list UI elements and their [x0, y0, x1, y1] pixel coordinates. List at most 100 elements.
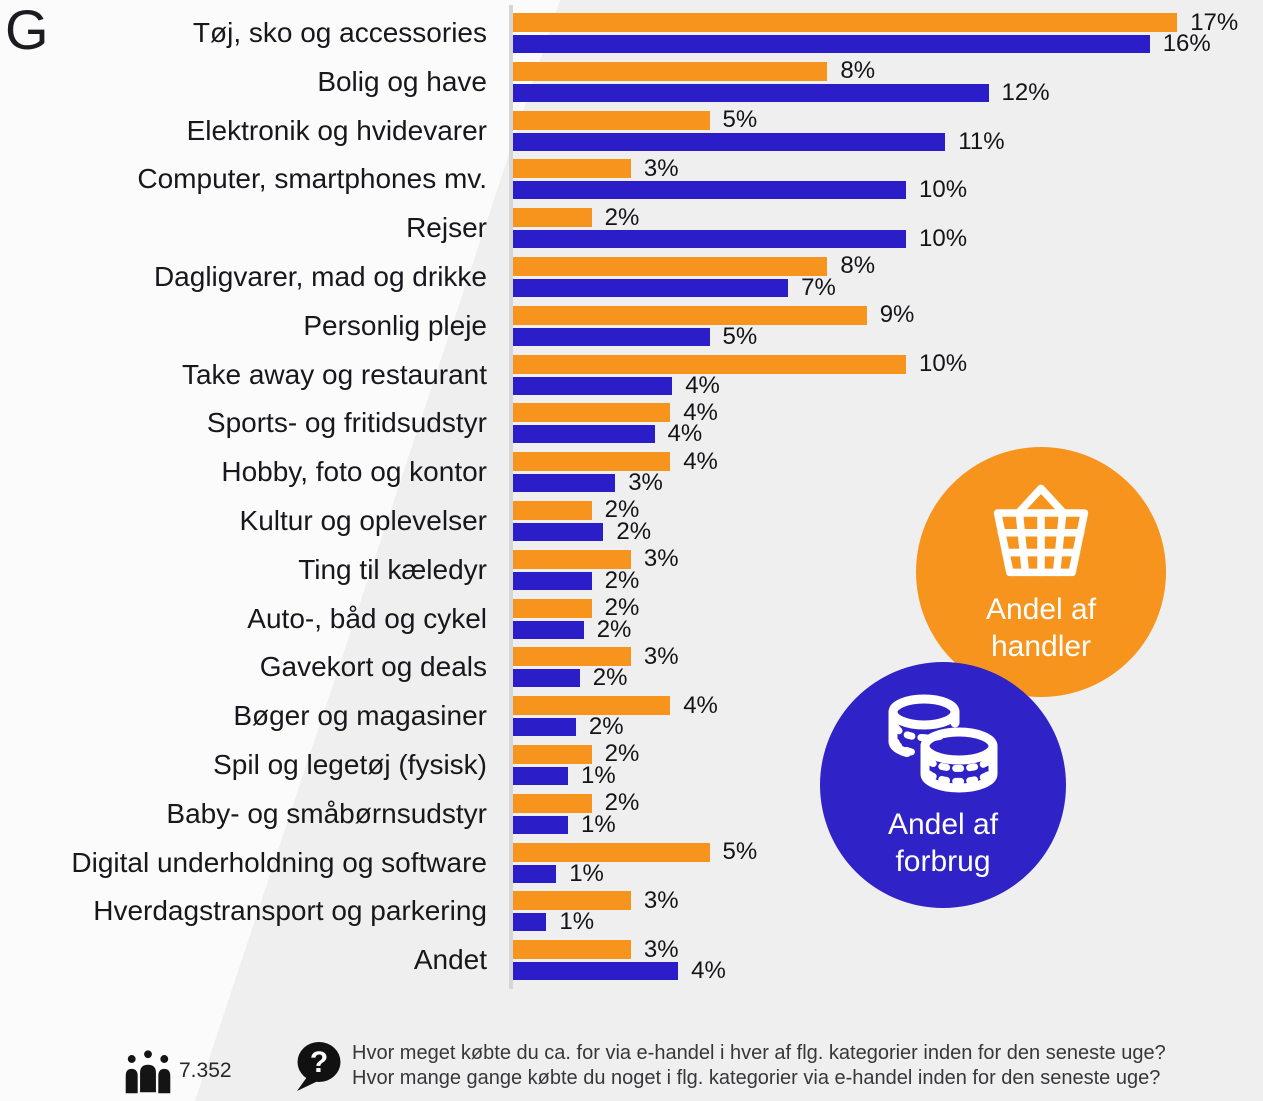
handler-value-label: 3%	[643, 886, 679, 914]
category-label: Elektronik og hvidevarer	[186, 114, 487, 146]
category-bars: 5% 1%	[487, 838, 757, 887]
handler-value-label: 5%	[722, 838, 758, 866]
handler-value-label: 2%	[604, 203, 640, 231]
forbrug-bar	[513, 962, 679, 981]
chart-row: Hverdagstransport og parkering 3% 1%	[0, 887, 1263, 940]
forbrug-bar-line: 1%	[513, 908, 679, 935]
forbrug-value-label: 16%	[1162, 30, 1211, 57]
legend-forbrug-badge: Andel af forbrug	[820, 662, 1066, 908]
handler-value-label: 3%	[643, 935, 679, 963]
respondents-people-icon	[125, 1048, 171, 1094]
forbrug-bar	[513, 376, 673, 395]
category-bars: 9% 5%	[487, 301, 914, 350]
handler-bar	[513, 549, 631, 569]
chart-row: Bøger og magasiner 4% 2%	[0, 692, 1263, 745]
forbrug-bar	[513, 132, 946, 151]
chart-row: Gavekort og deals 3% 2%	[0, 643, 1263, 696]
chart-row: Take away og restaurant 10% 4%	[0, 350, 1263, 404]
handler-value-label: 2%	[604, 740, 640, 768]
forbrug-bar	[513, 522, 604, 541]
chart-row: Hobby, foto og kontor 4% 3%	[0, 448, 1263, 501]
chart-row: Auto-, båd og cykel 2% 2%	[0, 594, 1263, 648]
forbrug-value-label: 3%	[628, 469, 663, 497]
handler-bar	[513, 940, 631, 960]
handler-value-label: 9%	[879, 301, 915, 329]
handler-value-label: 10%	[919, 350, 968, 378]
forbrug-bar-line: 10%	[513, 225, 967, 252]
handler-value-label: 3%	[643, 154, 679, 182]
forbrug-bar	[513, 913, 547, 932]
coins-icon	[888, 694, 998, 793]
category-bars: 2% 1%	[487, 789, 639, 838]
forbrug-value-label: 11%	[958, 127, 1005, 155]
forbrug-bar-line: 12%	[513, 79, 1050, 106]
forbrug-value-label: 2%	[592, 664, 628, 692]
forbrug-value-label: 10%	[919, 176, 968, 204]
handler-bar	[513, 208, 592, 228]
survey-question-line2: Hvor mange gange købte du noget i flg. k…	[352, 1067, 1161, 1089]
category-bars: 8% 7%	[487, 252, 875, 301]
forbrug-bar-line: 1%	[513, 860, 757, 887]
respondents-count: 7.352	[179, 1059, 232, 1082]
forbrug-bar-line: 1%	[513, 762, 639, 789]
chart-row: Kultur og oplevelser 2% 2%	[0, 496, 1263, 550]
category-label: Sports- og fritidsudstyr	[206, 407, 487, 439]
category-label: Spil og legetøj (fysisk)	[213, 748, 487, 780]
forbrug-value-label: 1%	[569, 859, 604, 887]
handler-value-label: 2%	[604, 594, 640, 622]
forbrug-value-label: 12%	[1001, 78, 1050, 106]
shopping-basket-icon	[993, 484, 1089, 577]
survey-question-line1: Hvor meget købte du ca. for via e-handel…	[352, 1042, 1166, 1064]
category-label: Kultur og oplevelser	[239, 504, 487, 536]
handler-bar	[513, 403, 671, 423]
forbrug-value-label: 10%	[919, 225, 968, 253]
handler-bar-line: 2%	[513, 496, 651, 523]
bar-chart: Tøj, sko og accessories 17% 16% Bolig og ha…	[0, 9, 1263, 989]
handler-value-label: 8%	[840, 57, 876, 85]
forbrug-bar-line: 2%	[513, 713, 718, 740]
handler-bar	[513, 598, 592, 618]
handler-value-label: 3%	[643, 545, 679, 573]
handler-bar-line: 2%	[513, 789, 639, 816]
handler-bar	[513, 647, 631, 667]
category-bars: 2% 2%	[487, 594, 639, 643]
forbrug-bar	[513, 230, 906, 249]
category-label: Bøger og magasiner	[233, 700, 487, 732]
chart-row: Spil og legetøj (fysisk) 2% 1%	[0, 740, 1263, 794]
category-label: Baby- og småbørnsudstyr	[166, 797, 487, 829]
chart-row: Tøj, sko og accessories 17% 16%	[0, 9, 1263, 62]
forbrug-bar	[513, 620, 584, 639]
handler-value-label: 4%	[683, 398, 718, 426]
question-bubble-icon: ?	[297, 1042, 341, 1091]
logo-letter: G	[5, 0, 49, 61]
forbrug-bar-line: 4%	[513, 420, 718, 447]
forbrug-value-label: 5%	[722, 322, 758, 350]
handler-bar	[513, 452, 671, 472]
category-label: Personlig pleje	[303, 309, 487, 341]
handler-bar-line: 5%	[513, 106, 1005, 133]
handler-bar	[513, 354, 906, 374]
handler-bar-line: 17%	[513, 9, 1238, 36]
handler-bar	[513, 110, 710, 130]
chart-row: Elektronik og hvidevarer 5% 11%	[0, 106, 1263, 160]
forbrug-bar-line: 2%	[513, 664, 679, 691]
category-bars: 5% 11%	[487, 106, 1005, 155]
forbrug-bar	[513, 425, 655, 444]
category-label: Gavekort og deals	[259, 651, 487, 683]
category-bars: 10% 4%	[487, 350, 967, 399]
forbrug-value-label: 4%	[691, 957, 726, 985]
forbrug-bar-line: 4%	[513, 372, 967, 399]
category-label: Ting til kæledyr	[298, 553, 487, 585]
forbrug-bar	[513, 718, 576, 737]
category-bars: 4% 4%	[487, 399, 718, 447]
forbrug-bar	[513, 571, 592, 590]
category-bars: 3% 4%	[487, 936, 726, 984]
chart-row: Dagligvarer, mad og drikke 8% 7%	[0, 252, 1263, 306]
forbrug-bar-line: 2%	[513, 567, 679, 594]
handler-bar-line: 5%	[513, 838, 757, 865]
svg-text:?: ?	[310, 1046, 328, 1079]
forbrug-bar	[513, 278, 789, 297]
survey-questions: Hvor meget købte du ca. for via e-handel…	[352, 1041, 1166, 1091]
category-bars: 2% 10%	[487, 204, 967, 252]
forbrug-bar-line: 7%	[513, 274, 875, 301]
